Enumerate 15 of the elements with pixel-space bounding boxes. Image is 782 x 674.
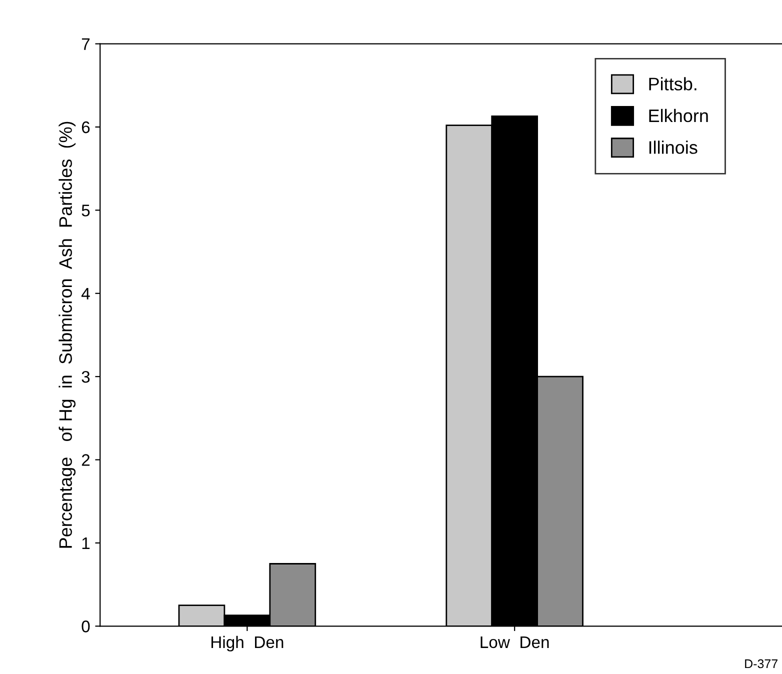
y-tick-label: 6 [82, 121, 90, 134]
text: D-377 [745, 659, 778, 668]
y-tick-label: 1 [82, 538, 90, 549]
legend-label: Pittsb. [649, 77, 696, 90]
x-tick-label: High Den [211, 636, 284, 652]
y-tick-label: 4 [81, 288, 90, 300]
y-tick-label: 3 [82, 370, 90, 383]
x-tick-label: Low Den [480, 636, 549, 648]
legend-label: Elkhorn [649, 108, 708, 122]
legend-label: Illinois [649, 140, 698, 154]
y-tick-label: 7 [82, 38, 90, 50]
y-tick-label: 5 [82, 204, 90, 216]
y-tick-label: 2 [82, 454, 90, 466]
y-axis-title: Percentage of Hg in Submicron Ash Particles (%) [58, 122, 76, 548]
y-tick-label: 0 [82, 620, 90, 632]
